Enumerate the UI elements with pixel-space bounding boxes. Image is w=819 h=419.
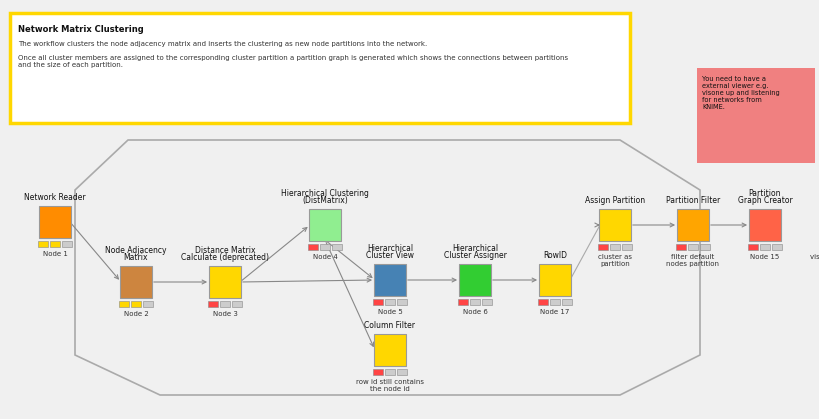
FancyBboxPatch shape <box>597 244 607 250</box>
Text: Hierarchical: Hierarchical <box>366 243 413 253</box>
Text: Node 3: Node 3 <box>212 311 238 317</box>
FancyBboxPatch shape <box>131 301 141 307</box>
FancyBboxPatch shape <box>538 264 570 296</box>
FancyBboxPatch shape <box>385 369 395 375</box>
FancyBboxPatch shape <box>396 299 406 305</box>
Text: Network Reader: Network Reader <box>24 193 86 202</box>
Text: Node 17: Node 17 <box>540 309 569 315</box>
Polygon shape <box>75 140 699 395</box>
Text: Calculate (deprecated): Calculate (deprecated) <box>181 253 269 262</box>
Text: (DistMatrix): (DistMatrix) <box>301 196 347 205</box>
Text: Node 4: Node 4 <box>312 254 337 260</box>
Text: Cluster Assigner: Cluster Assigner <box>443 251 506 260</box>
FancyBboxPatch shape <box>119 301 129 307</box>
FancyBboxPatch shape <box>373 334 405 366</box>
Text: RowID: RowID <box>542 251 566 260</box>
FancyBboxPatch shape <box>458 299 468 305</box>
FancyBboxPatch shape <box>10 13 629 123</box>
FancyBboxPatch shape <box>459 264 491 296</box>
Text: Matrix: Matrix <box>124 253 148 262</box>
Text: Node 1: Node 1 <box>43 251 67 257</box>
FancyBboxPatch shape <box>219 301 229 307</box>
Text: Hierarchical: Hierarchical <box>451 243 497 253</box>
FancyBboxPatch shape <box>676 209 708 241</box>
FancyBboxPatch shape <box>39 206 71 238</box>
Text: Node 2: Node 2 <box>124 311 148 317</box>
FancyBboxPatch shape <box>598 209 631 241</box>
Text: Column Filter: Column Filter <box>364 321 415 330</box>
FancyBboxPatch shape <box>482 299 491 305</box>
Text: Node 5: Node 5 <box>378 309 402 315</box>
Text: Partition: Partition <box>748 189 781 197</box>
FancyBboxPatch shape <box>373 369 382 375</box>
FancyBboxPatch shape <box>609 244 619 250</box>
FancyBboxPatch shape <box>537 299 547 305</box>
FancyBboxPatch shape <box>748 209 780 241</box>
FancyBboxPatch shape <box>550 299 559 305</box>
Text: You need to have a
external viewer e.g.
visone up and listening
for networks fro: You need to have a external viewer e.g. … <box>701 76 779 110</box>
Text: filter default: filter default <box>671 254 713 260</box>
FancyBboxPatch shape <box>120 266 152 298</box>
Text: visone connector: visone connector <box>809 254 819 260</box>
FancyBboxPatch shape <box>332 244 342 250</box>
FancyBboxPatch shape <box>209 266 241 298</box>
Text: Assign Partition: Assign Partition <box>584 196 645 205</box>
Text: Node 15: Node 15 <box>749 254 779 260</box>
FancyBboxPatch shape <box>373 299 382 305</box>
Text: Partition Filter: Partition Filter <box>665 196 719 205</box>
FancyBboxPatch shape <box>143 301 153 307</box>
FancyBboxPatch shape <box>759 244 769 250</box>
FancyBboxPatch shape <box>319 244 329 250</box>
Text: Graph Creator: Graph Creator <box>737 196 791 205</box>
FancyBboxPatch shape <box>696 68 814 163</box>
Text: Network Matrix Clustering: Network Matrix Clustering <box>18 25 143 34</box>
FancyBboxPatch shape <box>308 244 318 250</box>
FancyBboxPatch shape <box>208 301 218 307</box>
FancyBboxPatch shape <box>62 241 72 247</box>
Text: row id still contains: row id still contains <box>355 379 423 385</box>
Text: The workflow clusters the node adjacency matrix and inserts the clustering as ne: The workflow clusters the node adjacency… <box>18 41 427 47</box>
FancyBboxPatch shape <box>469 299 479 305</box>
FancyBboxPatch shape <box>38 241 48 247</box>
Text: Distance Matrix: Distance Matrix <box>195 246 255 254</box>
FancyBboxPatch shape <box>373 264 405 296</box>
Text: nodes partition: nodes partition <box>666 261 718 267</box>
Text: Hierarchical Clustering: Hierarchical Clustering <box>281 189 369 197</box>
Text: Node Adjacency: Node Adjacency <box>105 246 166 254</box>
FancyBboxPatch shape <box>747 244 757 250</box>
FancyBboxPatch shape <box>309 209 341 241</box>
FancyBboxPatch shape <box>232 301 242 307</box>
FancyBboxPatch shape <box>50 241 60 247</box>
FancyBboxPatch shape <box>622 244 631 250</box>
FancyBboxPatch shape <box>385 299 395 305</box>
FancyBboxPatch shape <box>396 369 406 375</box>
FancyBboxPatch shape <box>561 299 572 305</box>
FancyBboxPatch shape <box>675 244 686 250</box>
Text: Cluster View: Cluster View <box>365 251 414 260</box>
FancyBboxPatch shape <box>699 244 709 250</box>
FancyBboxPatch shape <box>687 244 697 250</box>
FancyBboxPatch shape <box>771 244 781 250</box>
Text: Node 6: Node 6 <box>462 309 486 315</box>
Text: Once all cluster members are assigned to the corresponding cluster partition a p: Once all cluster members are assigned to… <box>18 55 568 68</box>
Text: the node id: the node id <box>369 386 410 392</box>
Text: cluster as: cluster as <box>597 254 631 260</box>
Text: partition: partition <box>600 261 629 267</box>
